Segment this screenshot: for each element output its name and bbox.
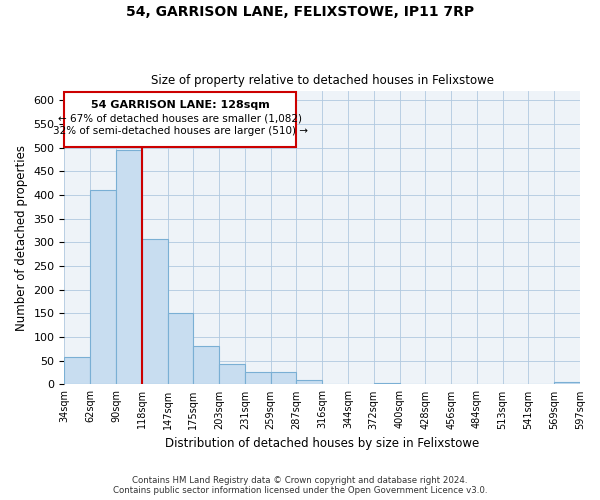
- Title: Size of property relative to detached houses in Felixstowe: Size of property relative to detached ho…: [151, 74, 494, 87]
- Bar: [271, 372, 296, 384]
- Bar: [245, 372, 271, 384]
- Bar: [374, 382, 400, 384]
- Bar: [193, 346, 219, 385]
- Bar: [90, 190, 116, 384]
- Bar: [116, 150, 142, 384]
- Bar: [142, 239, 167, 384]
- Text: ← 67% of detached houses are smaller (1,082): ← 67% of detached houses are smaller (1,…: [58, 114, 302, 124]
- Bar: [64, 358, 90, 384]
- Text: 32% of semi-detached houses are larger (510) →: 32% of semi-detached houses are larger (…: [53, 126, 308, 136]
- Bar: [554, 382, 580, 384]
- Bar: [296, 380, 322, 384]
- Bar: [219, 364, 245, 384]
- X-axis label: Distribution of detached houses by size in Felixstowe: Distribution of detached houses by size …: [165, 437, 479, 450]
- Text: 54 GARRISON LANE: 128sqm: 54 GARRISON LANE: 128sqm: [91, 100, 270, 110]
- Bar: [167, 314, 193, 384]
- Text: Contains HM Land Registry data © Crown copyright and database right 2024.
Contai: Contains HM Land Registry data © Crown c…: [113, 476, 487, 495]
- FancyBboxPatch shape: [64, 92, 296, 147]
- Text: 54, GARRISON LANE, FELIXSTOWE, IP11 7RP: 54, GARRISON LANE, FELIXSTOWE, IP11 7RP: [126, 5, 474, 19]
- Y-axis label: Number of detached properties: Number of detached properties: [15, 144, 28, 330]
